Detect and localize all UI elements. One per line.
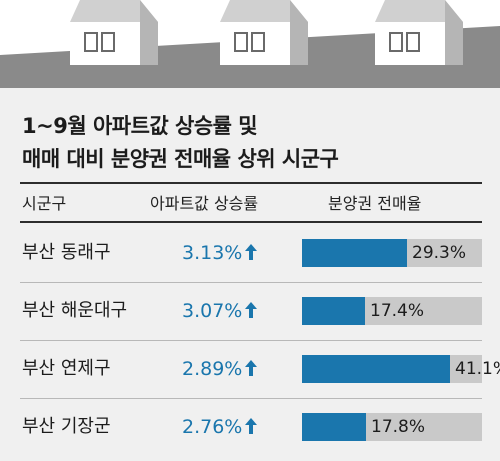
row-separator xyxy=(20,282,482,283)
header-top-rule xyxy=(20,182,482,184)
resale-value-label: 41.1% xyxy=(455,359,500,379)
up-arrow-icon xyxy=(245,359,258,376)
table-row: 부산 기장군 2.76% 17.8% xyxy=(20,398,482,456)
resale-value-label: 29.3% xyxy=(412,243,467,263)
title-line-2: 매매 대비 분양권 전매율 상위 시군구 xyxy=(22,147,339,171)
resale-bar xyxy=(302,413,366,441)
table-row: 부산 해운대구 3.07% 17.4% xyxy=(20,282,482,340)
header-region: 시군구 xyxy=(22,194,67,213)
dormer-window-2 xyxy=(220,0,308,65)
resale-bar xyxy=(302,297,365,325)
row-separator xyxy=(20,340,482,341)
row-region: 부산 기장군 xyxy=(22,416,111,437)
table-row: 부산 동래구 3.13% 29.3% xyxy=(20,224,482,282)
resale-bar xyxy=(302,355,450,383)
header-resale: 분양권 전매율 xyxy=(328,194,422,213)
resale-value-label: 17.4% xyxy=(370,301,425,321)
table-row: 부산 연제구 2.89% 41.1% xyxy=(20,340,500,398)
rise-value: 3.13% xyxy=(182,242,243,264)
up-arrow-icon xyxy=(245,301,258,318)
chart-title: 1~9월 아파트값 상승률 및 매매 대비 분양권 전매율 상위 시군구 xyxy=(22,110,492,176)
rise-value: 3.07% xyxy=(182,300,243,322)
up-arrow-icon xyxy=(245,243,258,260)
row-rise-rate: 2.76% xyxy=(182,398,258,456)
row-rise-rate: 3.13% xyxy=(182,224,258,282)
rise-value: 2.76% xyxy=(182,416,243,438)
resale-bar-track: 29.3% xyxy=(302,239,482,267)
row-rise-rate: 3.07% xyxy=(182,282,258,340)
resale-bar-track: 17.4% xyxy=(302,297,482,325)
row-region: 부산 연제구 xyxy=(22,358,111,379)
resale-bar-track: 17.8% xyxy=(302,413,482,441)
resale-bar-track: 41.1% xyxy=(302,355,500,383)
row-rise-rate: 2.89% xyxy=(182,340,258,398)
header-bottom-rule xyxy=(20,221,482,223)
title-line-1: 1~9월 아파트값 상승률 및 xyxy=(22,114,258,138)
dormer-window-1 xyxy=(70,0,158,65)
up-arrow-icon xyxy=(245,417,258,434)
row-region: 부산 동래구 xyxy=(22,242,111,263)
resale-value-label: 17.8% xyxy=(371,417,426,437)
roof-illustration xyxy=(0,0,500,92)
header-rise: 아파트값 상승률 xyxy=(150,194,259,213)
rise-value: 2.89% xyxy=(182,358,243,380)
row-separator xyxy=(20,398,482,399)
row-region: 부산 해운대구 xyxy=(22,300,128,321)
dormer-window-3 xyxy=(375,0,463,65)
resale-bar xyxy=(302,239,407,267)
